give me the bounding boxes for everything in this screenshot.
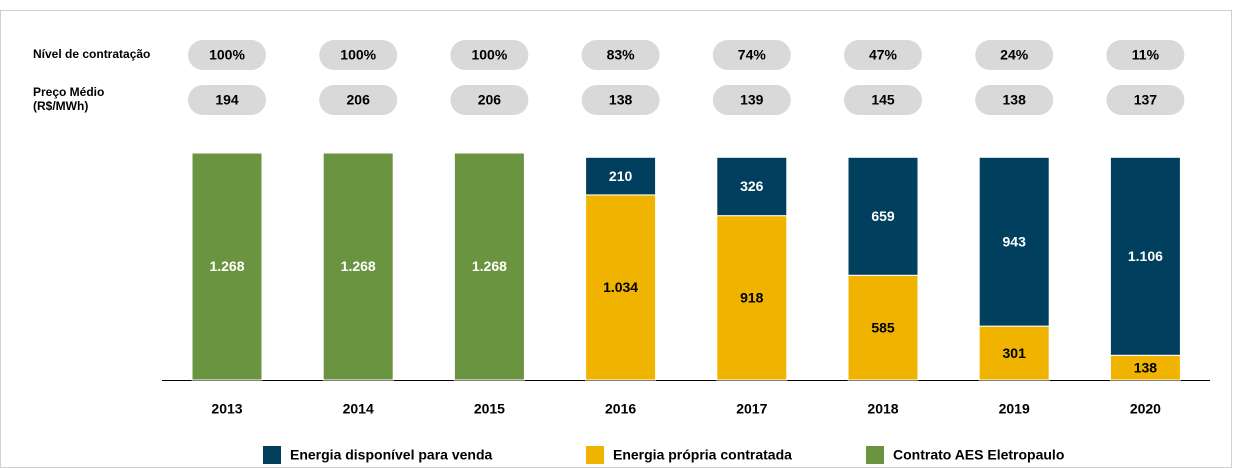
pill-value: 194	[215, 92, 239, 108]
pill-value: 100%	[340, 47, 376, 63]
pill	[450, 40, 529, 70]
pill-value: 138	[1003, 92, 1027, 108]
pill	[844, 85, 922, 115]
value-label: 1.268	[209, 258, 244, 274]
bar-segment	[978, 325, 1050, 381]
value-label: 210	[609, 168, 633, 184]
bar-segment	[1109, 354, 1181, 381]
legend-label: Energia própria contratada	[613, 447, 792, 463]
bar-segment	[716, 156, 788, 217]
pill-value: 74%	[738, 47, 767, 63]
pill	[188, 85, 266, 115]
pill	[1106, 40, 1185, 70]
value-label: 1.106	[1128, 248, 1163, 264]
pill-value: 100%	[209, 47, 245, 63]
x-tick-label: 2017	[736, 401, 767, 417]
bar-segment	[585, 156, 657, 196]
bar-segment	[453, 152, 525, 381]
pill-value: 206	[478, 92, 502, 108]
bar-segment	[847, 156, 919, 276]
value-label: 138	[1134, 359, 1158, 375]
value-label: 326	[740, 178, 764, 194]
pill	[450, 85, 529, 115]
bar-segment	[191, 152, 263, 381]
value-label: 1.268	[341, 258, 376, 274]
pill-value: 145	[871, 92, 895, 108]
value-label: 943	[1003, 233, 1027, 249]
pill-value: 100%	[471, 47, 507, 63]
row-label: Nível de contratação	[33, 47, 150, 61]
pill-value: 24%	[1000, 47, 1029, 63]
bar-segment	[585, 194, 657, 381]
legend-swatch	[866, 446, 884, 464]
pill	[581, 40, 660, 70]
bar-segment	[1109, 156, 1181, 356]
pill	[1106, 85, 1185, 115]
x-tick-label: 2013	[211, 401, 242, 417]
pill-value: 47%	[869, 47, 898, 63]
pill-value: 139	[740, 92, 764, 108]
pill-value: 83%	[607, 47, 636, 63]
bar-segment	[716, 215, 788, 381]
x-tick-label: 2015	[474, 401, 505, 417]
value-label: 585	[871, 319, 895, 335]
pill	[712, 40, 791, 70]
legend-label: Energia disponível para venda	[290, 447, 493, 463]
pill	[844, 40, 922, 70]
legend-swatch	[586, 446, 604, 464]
pill	[188, 40, 266, 70]
legend-swatch	[263, 446, 281, 464]
pill-value: 138	[609, 92, 633, 108]
pill-value: 137	[1134, 92, 1158, 108]
row-label: (R$/MWh)	[33, 99, 88, 113]
row-label: Preço Médio	[33, 85, 104, 99]
value-label: 918	[740, 290, 764, 306]
pill	[319, 85, 398, 115]
value-label: 1.034	[603, 279, 638, 295]
x-tick-label: 2019	[999, 401, 1030, 417]
pill	[975, 85, 1054, 115]
pill	[975, 40, 1054, 70]
x-tick-label: 2018	[867, 401, 898, 417]
value-label: 301	[1003, 345, 1027, 361]
value-label: 1.268	[472, 258, 507, 274]
legend-label: Contrato AES Eletropaulo	[893, 447, 1064, 463]
value-label: 659	[871, 208, 895, 224]
pill-value: 206	[347, 92, 371, 108]
x-tick-label: 2016	[605, 401, 636, 417]
pill	[581, 85, 660, 115]
pill	[712, 85, 791, 115]
bar-segment	[322, 152, 394, 381]
pill	[319, 40, 398, 70]
x-tick-label: 2020	[1130, 401, 1161, 417]
pill-value: 11%	[1132, 47, 1160, 63]
bar-segment	[847, 274, 919, 381]
x-tick-label: 2014	[343, 401, 374, 417]
bar-segment	[978, 156, 1050, 327]
